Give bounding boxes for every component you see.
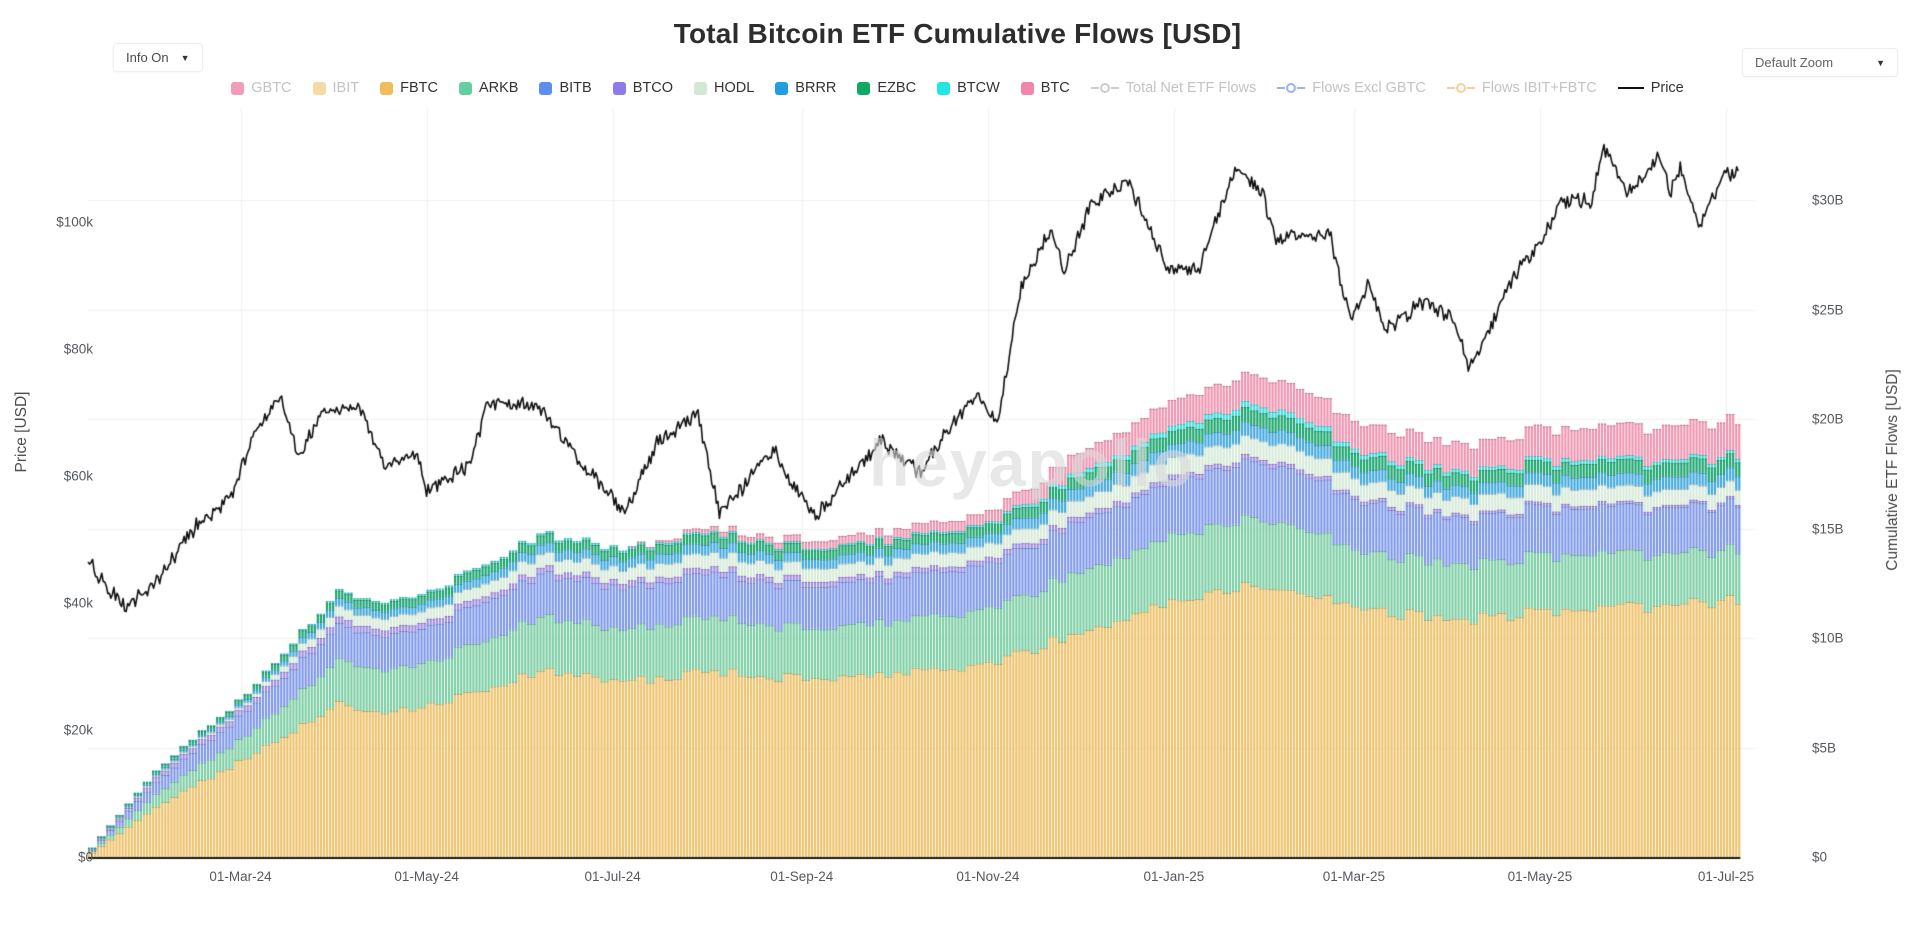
legend-swatch-icon	[458, 81, 472, 95]
legend-label: HODL	[714, 80, 755, 96]
x-tick-label: 01-Nov-24	[956, 869, 1020, 884]
y-right-tick-label: $20B	[1812, 411, 1844, 427]
legend-swatch-icon	[857, 81, 871, 95]
y-left-tick-label: $60k	[63, 468, 93, 484]
legend-label: Flows Excl GBTC	[1312, 80, 1426, 96]
caret-down-icon: ▼	[180, 52, 190, 63]
legend-swatch-icon	[694, 81, 707, 95]
legend-item-gbtc[interactable]: GBTC	[231, 80, 292, 96]
zoom-dropdown[interactable]: Default Zoom ▼	[1742, 48, 1898, 77]
legend-item-fbtc[interactable]: FBTC	[380, 80, 438, 96]
legend-line-marker-icon	[1277, 83, 1306, 93]
y-right-tick-label: $15B	[1812, 521, 1844, 536]
zoom-dropdown-label: Default Zoom	[1755, 55, 1834, 70]
y-left-tick-label: $20k	[63, 722, 93, 738]
legend-line-marker-icon	[1090, 83, 1119, 93]
y-left-tick-label: $80k	[63, 341, 93, 357]
y-right-tick-label: $0	[1812, 849, 1828, 865]
y-left-tick-label: $0	[77, 849, 93, 865]
legend-line-marker-icon	[1446, 83, 1475, 93]
y-left-tick-label: $100k	[56, 214, 93, 230]
legend-item-hodl[interactable]: HODL	[694, 80, 754, 96]
info-dropdown[interactable]: Info On ▼	[113, 43, 203, 72]
y-right-tick-label: $10B	[1812, 630, 1844, 646]
chart-title: Total Bitcoin ETF Cumulative Flows [USD]	[673, 18, 1242, 49]
legend-item-btc[interactable]: BTC	[1020, 80, 1070, 96]
y-right-tick-label: $25B	[1812, 302, 1844, 317]
caret-down-icon: ▼	[1876, 57, 1885, 68]
info-dropdown-label: Info On	[126, 50, 169, 65]
legend-item-ibit[interactable]: IBIT	[312, 80, 360, 96]
legend-label: GBTC	[251, 80, 292, 96]
legend-item-arkb[interactable]: ARKB	[458, 80, 519, 96]
legend-label: Total Net ETF Flows	[1125, 80, 1257, 96]
x-tick-label: 01-Mar-25	[1322, 869, 1385, 884]
legend-item-ezbc[interactable]: EZBC	[857, 80, 916, 96]
legend-label: BTCW	[957, 80, 1000, 96]
y-right-tick-label: $30B	[1812, 192, 1844, 208]
y-left-tick-label: $40k	[63, 595, 93, 611]
x-tick-label: 01-May-25	[1507, 869, 1573, 884]
x-tick-label: 01-May-24	[394, 869, 459, 884]
legend-label: FBTC	[400, 80, 438, 96]
left-axis-title: Price [USD]	[13, 391, 30, 473]
legend-swatch-icon	[539, 81, 553, 95]
legend-swatch-icon	[775, 81, 789, 95]
right-axis-title: Cumulative ETF Flows [USD]	[1884, 369, 1901, 571]
legend-swatch-icon	[937, 81, 951, 95]
legend-item-brrr[interactable]: BRRR	[775, 80, 836, 96]
legend-label: IBIT	[332, 80, 360, 96]
legend-label: Flows IBIT+FBTC	[1481, 80, 1597, 96]
legend-item-flows-excl-gbtc[interactable]: Flows Excl GBTC	[1277, 80, 1426, 96]
legend-item-btcw[interactable]: BTCW	[937, 80, 1000, 96]
legend-price-line-icon	[1617, 87, 1644, 89]
legend-swatch-icon	[231, 81, 245, 95]
legend-swatch-icon	[380, 81, 394, 95]
legend-label: BTC	[1040, 80, 1070, 96]
legend-label: BITB	[559, 80, 592, 96]
legend-label: BRRR	[795, 80, 837, 96]
legend: GBTC IBIT FBTC ARKB BITB BTCO HODL BRRR EZBC BTCW…	[0, 80, 1915, 96]
legend-swatch-icon	[1020, 81, 1034, 95]
legend-label: EZBC	[877, 80, 917, 96]
legend-label: ARKB	[478, 80, 519, 96]
legend-label: BTCO	[632, 80, 673, 96]
legend-item-total-net-etf-flows[interactable]: Total Net ETF Flows	[1090, 80, 1257, 96]
legend-item-price[interactable]: Price	[1617, 80, 1684, 96]
legend-item-btco[interactable]: BTCO	[612, 80, 673, 96]
x-tick-label: 01-Sep-24	[770, 869, 834, 884]
y-right-tick-label: $5B	[1812, 740, 1837, 755]
x-tick-label: 01-Mar-24	[209, 869, 272, 884]
x-tick-label: 01-Jan-25	[1143, 869, 1205, 884]
legend-item-bitb[interactable]: BITB	[539, 80, 592, 96]
legend-swatch-icon	[612, 81, 626, 95]
x-tick-label: 01-Jul-24	[584, 869, 641, 884]
legend-item-flows-ibit-fbtc[interactable]: Flows IBIT+FBTC	[1446, 80, 1597, 96]
legend-label: Price	[1650, 80, 1684, 96]
legend-swatch-icon	[312, 81, 326, 95]
x-tick-label: 01-Jul-25	[1697, 869, 1755, 884]
